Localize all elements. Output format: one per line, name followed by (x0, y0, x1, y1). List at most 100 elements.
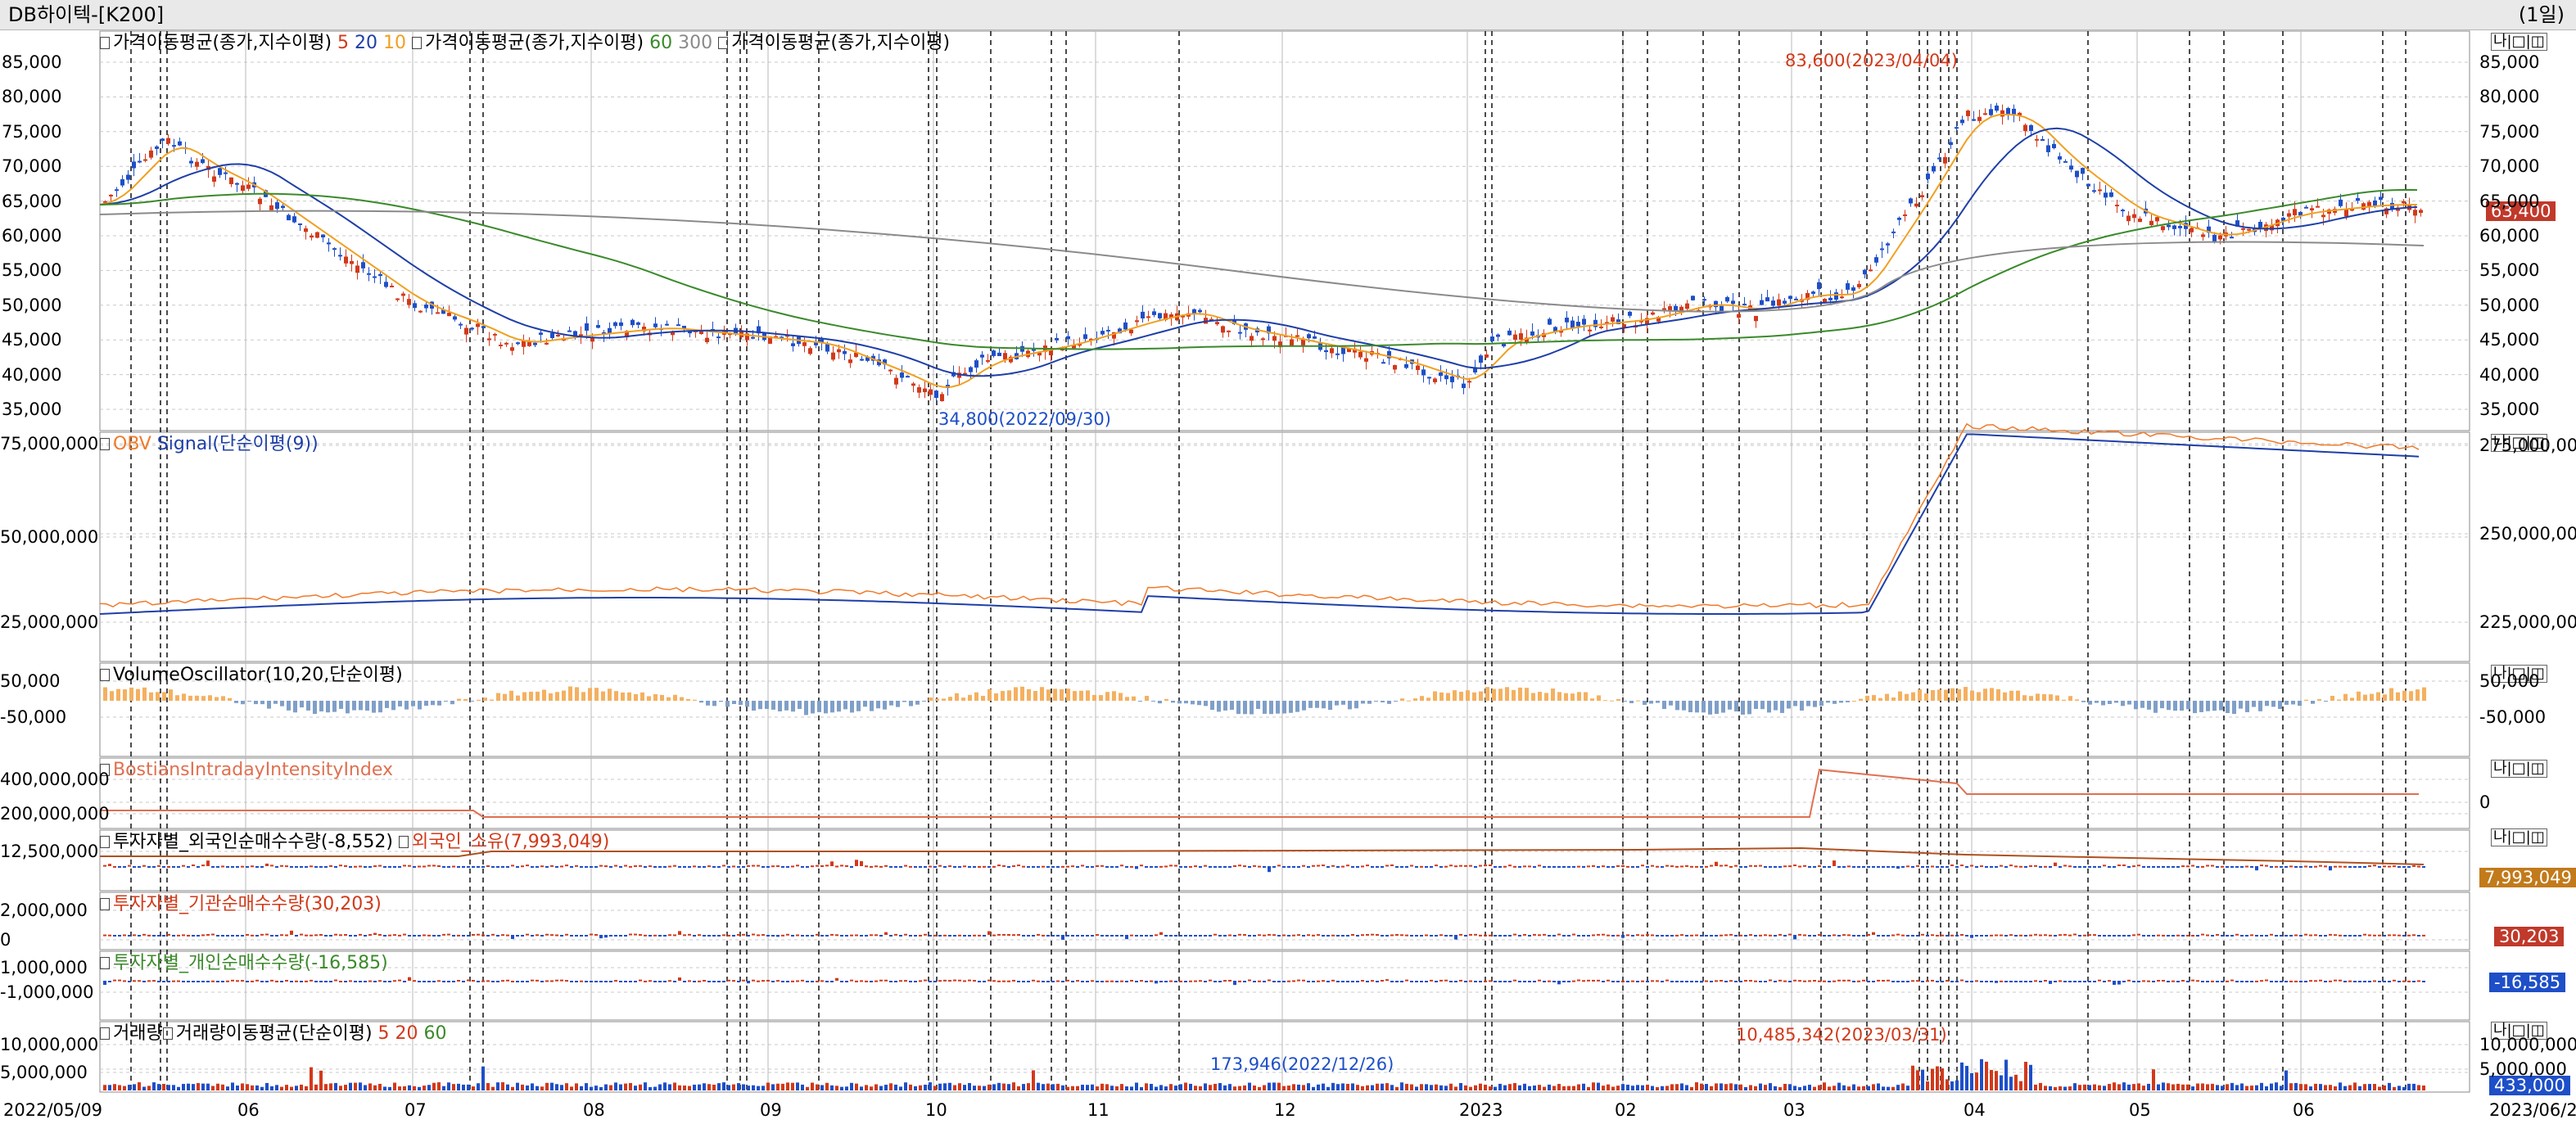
indiv-net-bar (742, 979, 745, 982)
foreign-net-bar (668, 865, 671, 868)
volume-bar (1331, 1082, 1335, 1090)
volume-bar (2289, 1083, 2293, 1090)
obv-axis-right-tick: 275,000,000 (2479, 436, 2576, 455)
volume-bar (1218, 1083, 1222, 1090)
indicator-toggle-icon[interactable] (718, 37, 729, 49)
inst-net-bar (1484, 934, 1487, 937)
zoom-controls[interactable]: 나|□|◫ (2491, 760, 2547, 778)
indiv-net-bar (295, 980, 298, 982)
indicator-toggle-icon[interactable] (412, 37, 423, 49)
inst-net-bar (516, 935, 519, 937)
candle-body (2086, 183, 2090, 187)
volume-bar (1184, 1082, 1187, 1090)
indiv-net-bar (1803, 980, 1806, 982)
indicator-toggle-icon[interactable] (100, 836, 110, 848)
indiv-net-bar (251, 980, 254, 982)
foreign-net-bar (2186, 865, 2190, 868)
indicator-toggle-icon[interactable] (100, 37, 110, 49)
foreign-net-bar (1469, 864, 1472, 867)
foreign-net-bar (2157, 866, 2160, 868)
candle-body (1507, 330, 1512, 336)
oscillator-bar (1557, 692, 1561, 701)
foreign-net-bar (310, 865, 313, 868)
indicator-toggle-icon[interactable] (100, 669, 110, 681)
candle-body (2046, 145, 2050, 152)
volume-bar (1823, 1082, 1826, 1090)
indiv-net-bar (1567, 981, 1570, 982)
foreign-net-bar (1336, 866, 1340, 868)
inst-net-bar (246, 933, 249, 936)
indicator-toggle-icon[interactable] (100, 764, 110, 776)
foreign-last-tag: 7,993,049 (2479, 868, 2576, 887)
inst-net-bar (2201, 933, 2204, 936)
inst-net-bar (1002, 933, 1006, 936)
indiv-net-bar (1921, 981, 1924, 982)
foreign-net-bar (1710, 864, 1713, 867)
zoom-controls[interactable]: 나|□|◫ (2491, 828, 2547, 846)
volume-bar (707, 1084, 711, 1090)
inst-net-bar (2019, 934, 2022, 937)
volume-bar (1091, 1084, 1094, 1090)
oscillator-bar (2101, 701, 2105, 706)
indiv-net-bar (2299, 981, 2303, 982)
zoom-controls[interactable]: 나|□|◫ (2491, 665, 2547, 683)
inst-net-bar (840, 935, 843, 937)
inst-net-bar (555, 934, 558, 937)
inst-net-bar (1798, 933, 1801, 936)
indicator-toggle-icon[interactable] (100, 438, 110, 450)
indicator-toggle-icon[interactable] (162, 1027, 173, 1040)
oscillator-bar (680, 697, 684, 701)
volume-bar (933, 1086, 937, 1090)
indiv-net-bar (1361, 980, 1364, 982)
candle-body (2109, 192, 2113, 197)
oscillator-bar (1669, 701, 1673, 706)
indiv-net-bar (2275, 981, 2278, 982)
indiv-net-bar (1390, 981, 1394, 982)
volume-bar (2073, 1083, 2077, 1090)
oscillator-bar (830, 701, 834, 713)
foreign-net-bar (103, 864, 106, 867)
oscillator-bar (1086, 690, 1090, 701)
candle-body (1570, 320, 1575, 328)
indiv-net-bar (187, 981, 190, 982)
oscillator-bar (477, 699, 481, 701)
period-label[interactable]: (1일) (2518, 3, 2565, 26)
volume-bar (511, 1086, 514, 1090)
volume-bar (270, 1086, 273, 1090)
zoom-controls[interactable]: 나|□|◫ (2491, 434, 2547, 452)
foreign-net-bar (1415, 866, 1418, 868)
indiv-net-bar (491, 981, 495, 982)
volume-bar (123, 1086, 126, 1090)
inst-net-bar (1312, 934, 1315, 937)
oscillator-bar (2265, 701, 2269, 706)
indicator-toggle-icon[interactable] (100, 898, 110, 910)
oscillator-bar (260, 701, 264, 705)
zoom-controls[interactable]: 나|□|◫ (2491, 1022, 2547, 1040)
inst-net-bar (1562, 935, 1566, 937)
indicator-toggle-icon[interactable] (100, 1027, 110, 1040)
inst-net-bar (2172, 935, 2175, 937)
oscillator-bar (1236, 701, 1241, 715)
window-title: DB하이텍-[K200] (8, 3, 165, 26)
foreign-net-bar (1489, 864, 1492, 867)
foreign-net-bar (766, 866, 770, 868)
indiv-net-bar (1381, 979, 1384, 982)
oscillator-bar (1623, 701, 1627, 702)
candle-body (2247, 228, 2251, 231)
indiv-net-bar (879, 979, 883, 982)
chart-area[interactable] (0, 29, 2576, 1133)
oscillator-bar (1977, 692, 1981, 701)
indiv-net-bar (1842, 979, 1846, 982)
indicator-toggle-icon[interactable] (398, 836, 409, 848)
indiv-net-bar (963, 980, 966, 982)
indiv-net-bar (1204, 981, 1207, 982)
inst-net-bar (2181, 935, 2185, 937)
candle-body (848, 359, 852, 363)
foreign-net-bar (1263, 866, 1266, 868)
candle-body (2241, 228, 2245, 230)
indiv-net-bar (285, 979, 288, 982)
indicator-toggle-icon[interactable] (100, 957, 110, 969)
zoom-controls[interactable]: 나|□|◫ (2491, 33, 2547, 51)
inst-net-bar (1941, 934, 1944, 937)
price-axis-left-tick: 50,000 (2, 295, 62, 315)
